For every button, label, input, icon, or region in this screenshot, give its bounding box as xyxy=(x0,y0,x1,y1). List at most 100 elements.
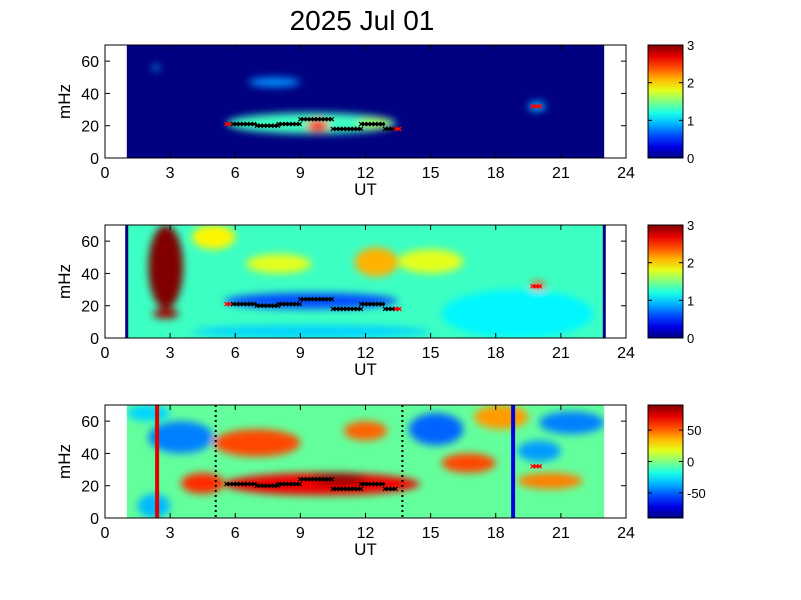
x-tick-label: 0 xyxy=(101,345,110,362)
detection-segment xyxy=(393,126,402,132)
detection-segment xyxy=(330,306,364,312)
colorbar-tick-label: 50 xyxy=(687,423,701,438)
heatmap-blob xyxy=(408,413,464,446)
y-tick-label: 40 xyxy=(81,86,99,103)
heatmap xyxy=(126,225,605,338)
detection-mark xyxy=(251,301,257,307)
heatmap-blob xyxy=(126,405,171,422)
heatmap-blob xyxy=(306,119,329,133)
detections xyxy=(224,463,543,492)
heatmap-blob xyxy=(517,440,561,462)
colorbar-tick-label: 0 xyxy=(687,455,694,470)
detection-mark xyxy=(329,116,335,122)
colorbar-tick-label: 2 xyxy=(687,256,694,271)
heatmap-blob xyxy=(180,472,225,494)
heatmap-blob xyxy=(137,493,171,518)
detection-mark xyxy=(358,126,364,132)
detection-segment xyxy=(330,126,364,132)
heatmap-blob xyxy=(398,249,464,274)
x-tick-label: 24 xyxy=(617,525,635,542)
detection-mark xyxy=(358,486,364,492)
detection-segment xyxy=(254,303,281,309)
heatmap xyxy=(126,405,605,518)
heatmap-background xyxy=(126,45,605,158)
y-axis-label: mHz xyxy=(55,444,74,479)
colorbar-tick-label: 2 xyxy=(687,76,694,91)
heatmap-blob xyxy=(224,292,399,309)
x-tick-label: 24 xyxy=(617,165,635,182)
colorbar: 50 0 -50 xyxy=(647,404,706,519)
detection-mark xyxy=(537,463,543,469)
heatmap-blob xyxy=(191,225,236,250)
x-tick-label: 15 xyxy=(422,345,440,362)
x-tick-label: 24 xyxy=(617,345,635,362)
x-tick-label: 21 xyxy=(552,525,570,542)
y-tick-label: 20 xyxy=(81,479,99,496)
heatmap-blob xyxy=(343,421,388,441)
colorbar-tick-label: 0 xyxy=(687,151,694,166)
detection-segment xyxy=(254,483,281,489)
detection-segment xyxy=(276,481,303,487)
x-tick-label: 15 xyxy=(422,525,440,542)
detection-segment xyxy=(297,116,335,122)
heatmap-blob xyxy=(248,77,301,87)
detection-mark xyxy=(297,301,303,307)
detection-segment xyxy=(254,123,281,129)
y-tick-label: 0 xyxy=(90,151,99,168)
detection-segment xyxy=(230,121,257,127)
colorbar-gradient xyxy=(647,404,684,519)
y-tick-label: 20 xyxy=(81,299,99,316)
x-tick-label: 6 xyxy=(231,525,240,542)
x-tick-label: 12 xyxy=(357,345,375,362)
detection-segment xyxy=(224,121,233,127)
heatmap-blob xyxy=(441,289,594,338)
y-tick-label: 0 xyxy=(90,511,99,528)
x-tick-label: 21 xyxy=(552,345,570,362)
heatmap-blob xyxy=(539,411,605,435)
detection-mark xyxy=(537,103,543,109)
figure-title: 2025 Jul 01 xyxy=(290,5,435,36)
x-axis-label: UT xyxy=(354,360,377,379)
heatmap-blob xyxy=(354,247,399,277)
heatmap-blob xyxy=(152,64,160,71)
detection-mark xyxy=(537,283,543,289)
y-tick-label: 60 xyxy=(81,234,99,251)
detection-mark xyxy=(379,301,385,307)
colorbar-tick-label: 3 xyxy=(687,38,694,53)
detection-segment xyxy=(530,463,543,469)
y-tick-label: 60 xyxy=(81,414,99,431)
detection-mark xyxy=(393,486,398,492)
colorbar-gradient xyxy=(647,224,684,339)
colorbar-tick-label: 0 xyxy=(687,331,694,346)
detection-segment xyxy=(276,301,303,307)
heatmap-blobs xyxy=(126,405,605,518)
detection-mark xyxy=(251,121,257,127)
heatmap xyxy=(126,45,605,158)
detection-mark xyxy=(396,126,402,132)
detection-segment xyxy=(358,301,386,307)
y-tick-label: 40 xyxy=(81,266,99,283)
heatmap-blob xyxy=(311,472,366,486)
colorbar-gradient xyxy=(647,44,684,159)
x-tick-label: 18 xyxy=(487,525,505,542)
detection-mark xyxy=(379,121,385,127)
x-tick-label: 18 xyxy=(487,345,505,362)
colorbar-tick-label: 1 xyxy=(687,293,694,308)
x-tick-label: 0 xyxy=(101,525,110,542)
detection-segment xyxy=(382,486,398,492)
detection-mark xyxy=(329,296,335,302)
detections xyxy=(224,283,543,312)
x-tick-label: 12 xyxy=(357,525,375,542)
x-tick-label: 9 xyxy=(296,165,305,182)
colorbar-tick-label: 1 xyxy=(687,113,694,128)
detection-mark xyxy=(358,306,364,312)
detection-segment xyxy=(224,481,257,487)
x-tick-label: 3 xyxy=(166,525,175,542)
heatmap-blob xyxy=(474,405,529,430)
x-tick-label: 0 xyxy=(101,165,110,182)
detection-segment xyxy=(358,481,386,487)
detections xyxy=(224,103,543,132)
